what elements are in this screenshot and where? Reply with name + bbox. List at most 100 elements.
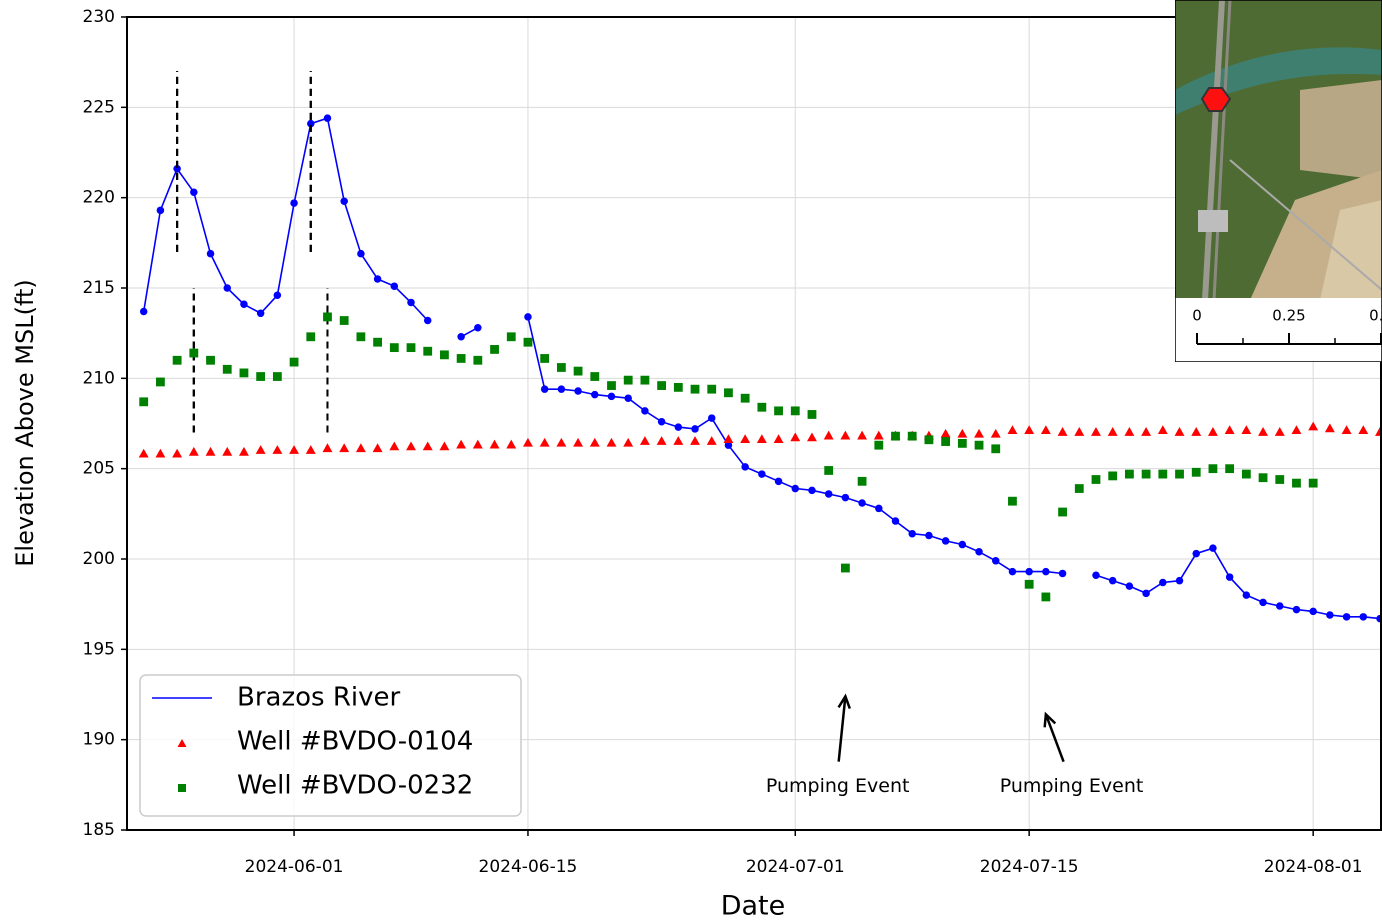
- triangle-marker: [690, 436, 700, 445]
- triangle-marker: [590, 438, 600, 447]
- dot-marker: [1042, 568, 1050, 576]
- triangle-marker: [206, 447, 216, 456]
- triangle-marker: [1008, 425, 1018, 434]
- square-marker: [1008, 497, 1017, 506]
- square-marker: [574, 367, 583, 376]
- triangle-marker: [840, 431, 850, 440]
- dot-marker: [641, 407, 649, 415]
- dot-marker: [992, 557, 1000, 565]
- triangle-marker: [1308, 422, 1318, 431]
- triangle-marker: [1241, 425, 1251, 434]
- square-marker: [490, 345, 499, 354]
- triangle-marker: [490, 440, 500, 449]
- dot-marker: [357, 250, 365, 258]
- square-marker: [206, 356, 215, 365]
- y-tick-label: 200: [83, 549, 115, 569]
- triangle-marker: [272, 445, 282, 454]
- square-marker: [273, 372, 282, 381]
- square-marker: [1158, 470, 1167, 479]
- triangle-marker: [373, 443, 383, 452]
- x-tick-label: 2024-07-15: [980, 857, 1079, 877]
- dot-marker: [391, 282, 399, 290]
- dot-marker: [825, 490, 833, 498]
- dot-marker: [558, 385, 566, 393]
- square-marker: [1058, 508, 1067, 517]
- dot-marker: [1209, 544, 1217, 552]
- square-marker: [507, 332, 516, 341]
- dot-marker: [574, 387, 582, 395]
- triangle-marker: [1158, 425, 1168, 434]
- triangle-marker: [139, 449, 149, 458]
- scale-label: 0.5: [1369, 307, 1382, 325]
- triangle-marker: [774, 434, 784, 443]
- dot-marker: [223, 284, 231, 292]
- square-marker: [1092, 475, 1101, 484]
- square-marker: [540, 354, 549, 363]
- square-marker: [223, 365, 232, 374]
- square-marker: [473, 356, 482, 365]
- triangle-marker: [1058, 427, 1068, 436]
- dot-marker: [1226, 573, 1234, 581]
- triangle-marker: [707, 436, 717, 445]
- square-marker: [958, 439, 967, 448]
- dot-marker: [274, 291, 282, 299]
- y-tick-label: 195: [83, 639, 115, 659]
- dot-marker: [524, 313, 532, 321]
- dot-marker: [1126, 582, 1134, 590]
- dot-marker: [190, 188, 198, 196]
- triangle-marker: [172, 449, 182, 458]
- x-tick-label: 2024-06-01: [245, 857, 344, 877]
- square-marker: [373, 338, 382, 347]
- square-marker: [1075, 484, 1084, 493]
- dot-marker: [1192, 550, 1200, 558]
- square-marker: [891, 432, 900, 441]
- dot-marker: [658, 418, 666, 426]
- inset-map: 0 0.25 0.5: [1175, 0, 1382, 362]
- triangle-marker: [1191, 427, 1201, 436]
- square-marker: [741, 394, 750, 403]
- triangle-marker: [189, 447, 199, 456]
- square-marker: [657, 381, 666, 390]
- square-marker: [1242, 470, 1251, 479]
- triangle-marker: [573, 438, 583, 447]
- y-axis-label: Elevation Above MSL(ft): [11, 279, 39, 567]
- map-field: [1300, 80, 1382, 180]
- square-marker: [674, 383, 683, 392]
- dot-marker: [691, 425, 699, 433]
- y-tick-label: 205: [83, 459, 115, 479]
- dot-marker: [1176, 577, 1184, 585]
- dot-marker: [942, 537, 950, 545]
- map-building: [1198, 210, 1228, 232]
- triangle-marker: [824, 431, 834, 440]
- dot-marker: [157, 207, 165, 215]
- y-tick-label: 215: [83, 278, 115, 298]
- triangle-marker: [790, 432, 800, 441]
- square-marker: [1192, 468, 1201, 477]
- triangle-marker: [289, 445, 299, 454]
- legend-label: Well #BVDO-0104: [237, 727, 473, 757]
- x-tick-label: 2024-06-15: [479, 857, 578, 877]
- dot-marker: [608, 393, 616, 401]
- triangle-marker: [389, 441, 399, 450]
- square-marker: [707, 385, 716, 394]
- dot-marker: [758, 470, 766, 478]
- triangle-marker: [473, 440, 483, 449]
- square-marker: [624, 376, 633, 385]
- square-marker: [975, 441, 984, 450]
- square-marker: [256, 372, 265, 381]
- triangle-marker: [306, 445, 316, 454]
- triangle-marker: [1208, 427, 1218, 436]
- dot-marker: [925, 532, 933, 540]
- triangle-marker: [807, 432, 817, 441]
- square-marker: [925, 435, 934, 444]
- dot-marker: [1243, 591, 1251, 599]
- triangle-marker: [540, 438, 550, 447]
- triangle-marker: [1325, 423, 1335, 432]
- triangle-marker: [1091, 427, 1101, 436]
- dot-marker: [1092, 572, 1100, 580]
- dot-marker: [875, 505, 883, 513]
- triangle-marker: [239, 447, 249, 456]
- triangle-marker: [1141, 427, 1151, 436]
- triangle-marker: [1342, 425, 1352, 434]
